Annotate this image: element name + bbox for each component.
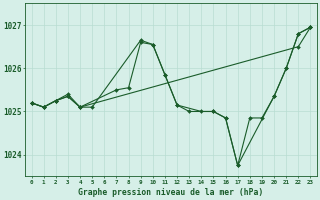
X-axis label: Graphe pression niveau de la mer (hPa): Graphe pression niveau de la mer (hPa)	[78, 188, 264, 197]
